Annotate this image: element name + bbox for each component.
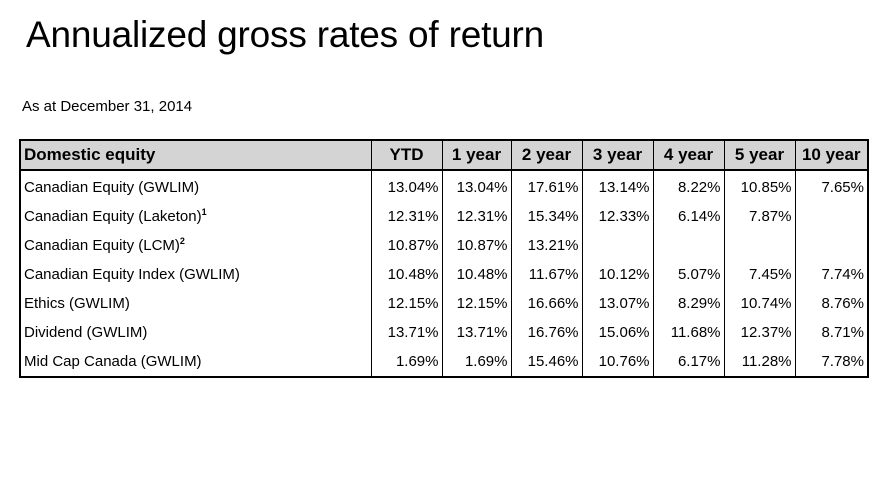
return-cell-4-year: 5.07%	[652, 260, 724, 289]
fund-name-cell: Ethics (GWLIM)	[20, 289, 371, 318]
return-cell-ytd: 12.31%	[370, 202, 442, 231]
return-cell-4-year: 6.14%	[652, 202, 724, 231]
return-cell-10-year: 7.74%	[794, 260, 868, 289]
fund-name-cell: Canadian Equity (LCM)2	[20, 231, 371, 260]
return-cell-10-year: 8.71%	[794, 318, 868, 347]
page-title: Annualized gross rates of return	[26, 14, 545, 55]
fund-name: Ethics (GWLIM)	[24, 295, 130, 312]
return-cell-4-year: 6.17%	[652, 347, 724, 377]
return-cell-ytd: 10.48%	[370, 260, 442, 289]
table-row: Canadian Equity (Laketon)1 12.31% 12.31% 15…	[20, 202, 868, 231]
return-cell-5-year: 7.45%	[723, 260, 795, 289]
footnote-marker: 1	[201, 207, 207, 217]
return-cell-2-year: 15.34%	[510, 202, 582, 231]
return-cell-ytd: 12.15%	[370, 289, 442, 318]
returns-table: Domestic equity YTD 1 year 2 year 3 year…	[19, 139, 869, 378]
fund-name: Canadian Equity Index (GWLIM)	[24, 266, 240, 283]
return-cell-10-year: 7.78%	[794, 347, 868, 377]
fund-name: Canadian Equity (Laketon)	[24, 208, 202, 225]
return-cell-10-year	[794, 202, 868, 231]
return-cell-2-year: 16.66%	[510, 289, 582, 318]
return-cell-ytd: 13.71%	[370, 318, 442, 347]
table-row: Canadian Equity (GWLIM) 13.04% 13.04% 17.61…	[20, 170, 868, 202]
column-header-3-year: 3 year	[581, 140, 653, 171]
return-cell-1-year: 1.69%	[441, 347, 511, 377]
return-cell-ytd: 13.04%	[370, 170, 442, 202]
return-cell-1-year: 13.71%	[441, 318, 511, 347]
table-row: Canadian Equity (LCM)2 10.87% 10.87% 13.21%	[20, 231, 868, 260]
return-cell-4-year	[652, 231, 724, 260]
return-cell-5-year	[723, 231, 795, 260]
fund-name-cell: Mid Cap Canada (GWLIM)	[20, 347, 371, 377]
return-cell-ytd: 10.87%	[370, 231, 442, 260]
return-cell-3-year: 10.12%	[581, 260, 653, 289]
column-header-10-year: 10 year	[794, 140, 868, 171]
header-row: Domestic equity YTD 1 year 2 year 3 year…	[20, 140, 868, 171]
return-cell-1-year: 12.31%	[441, 202, 511, 231]
fund-name: Canadian Equity (LCM)	[24, 237, 180, 254]
return-cell-10-year: 8.76%	[794, 289, 868, 318]
return-cell-3-year: 12.33%	[581, 202, 653, 231]
column-header-1-year: 1 year	[441, 140, 511, 171]
return-cell-ytd: 1.69%	[370, 347, 442, 377]
fund-name-cell: Canadian Equity Index (GWLIM)	[20, 260, 371, 289]
table-row: Ethics (GWLIM) 12.15% 12.15% 16.66% 13.07% 8.…	[20, 289, 868, 318]
return-cell-1-year: 12.15%	[441, 289, 511, 318]
return-cell-3-year: 13.07%	[581, 289, 653, 318]
return-cell-1-year: 10.48%	[441, 260, 511, 289]
fund-name: Dividend (GWLIM)	[24, 324, 148, 341]
as-at-date: As at December 31, 2014	[22, 98, 193, 115]
return-cell-4-year: 11.68%	[652, 318, 724, 347]
return-cell-5-year: 12.37%	[723, 318, 795, 347]
fund-name: Canadian Equity (GWLIM)	[24, 179, 200, 196]
column-header-5-year: 5 year	[723, 140, 795, 171]
return-cell-5-year: 10.85%	[723, 170, 795, 202]
column-header-4-year: 4 year	[652, 140, 724, 171]
column-header-2-year: 2 year	[510, 140, 582, 171]
return-cell-10-year: 7.65%	[794, 170, 868, 202]
table-row: Dividend (GWLIM) 13.71% 13.71% 16.76% 15.06%…	[20, 318, 868, 347]
footnote-marker: 2	[179, 236, 185, 246]
return-cell-10-year	[794, 231, 868, 260]
table-body: Canadian Equity (GWLIM) 13.04% 13.04% 17.61…	[20, 170, 868, 377]
return-cell-5-year: 10.74%	[723, 289, 795, 318]
fund-name-cell: Canadian Equity (Laketon)1	[20, 202, 371, 231]
return-cell-2-year: 17.61%	[510, 170, 582, 202]
return-cell-4-year: 8.22%	[652, 170, 724, 202]
return-cell-1-year: 13.04%	[441, 170, 511, 202]
column-header-ytd: YTD	[370, 140, 442, 171]
return-cell-1-year: 10.87%	[441, 231, 511, 260]
return-cell-3-year: 13.14%	[581, 170, 653, 202]
return-cell-2-year: 13.21%	[510, 231, 582, 260]
return-cell-3-year	[581, 231, 653, 260]
table-row: Canadian Equity Index (GWLIM) 10.48% 10.48…	[20, 260, 868, 289]
return-cell-2-year: 16.76%	[510, 318, 582, 347]
return-cell-4-year: 8.29%	[652, 289, 724, 318]
fund-name: Mid Cap Canada (GWLIM)	[24, 353, 202, 370]
return-cell-5-year: 11.28%	[723, 347, 795, 377]
return-cell-3-year: 15.06%	[581, 318, 653, 347]
fund-name-cell: Canadian Equity (GWLIM)	[20, 170, 371, 202]
return-cell-5-year: 7.87%	[723, 202, 795, 231]
column-header-category: Domestic equity	[20, 140, 371, 171]
return-cell-2-year: 11.67%	[510, 260, 582, 289]
fund-name-cell: Dividend (GWLIM)	[20, 318, 371, 347]
table-row: Mid Cap Canada (GWLIM) 1.69% 1.69% 15.46% 10…	[20, 347, 868, 377]
return-cell-3-year: 10.76%	[581, 347, 653, 377]
return-cell-2-year: 15.46%	[510, 347, 582, 377]
